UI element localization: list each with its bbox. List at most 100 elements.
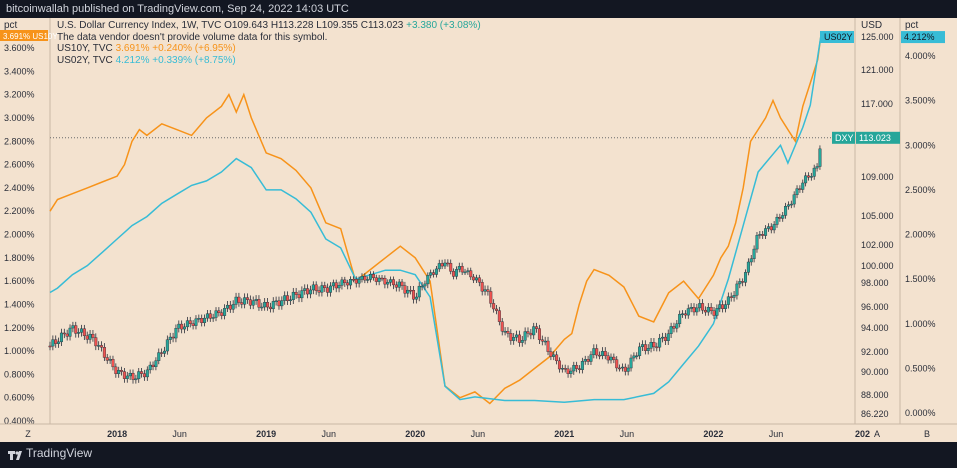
dxy-candle: [111, 358, 115, 368]
dxy-candle: [131, 372, 135, 380]
time-tick-label: Jun: [322, 429, 337, 439]
usd-tick-label: 88.000: [861, 390, 889, 400]
dxy-candle: [457, 266, 461, 270]
dxy-candle: [695, 307, 699, 313]
dxy-candle: [738, 281, 742, 285]
dxy-candle: [434, 268, 438, 275]
dxy-candle: [214, 310, 218, 318]
dxy-candle: [798, 188, 802, 190]
dxy-candle: [171, 336, 175, 339]
chart-svg[interactable]: pct 3.600% 3.400% 3.200% 3.000% 2.800% 2.600% 2…: [0, 18, 957, 442]
dxy-candle: [225, 304, 229, 309]
dxy-candle: [142, 373, 146, 378]
dxy-candle: [340, 279, 344, 286]
dxy-candle: [140, 371, 144, 374]
dxy-candle: [57, 341, 61, 344]
dxy-candle: [629, 357, 633, 369]
dxy-candle: [469, 270, 473, 278]
dxy-candle: [274, 300, 278, 303]
dxy-candle: [618, 367, 622, 370]
left-tick-label: 1.400%: [4, 299, 35, 309]
usd-tick-label: 90.000: [861, 367, 889, 377]
dxy-candle: [689, 307, 693, 309]
dxy-candle: [529, 332, 533, 336]
dxy-candle: [623, 366, 627, 372]
series-line-us02y[interactable]: [49, 36, 822, 404]
usd-axis-title: USD: [861, 20, 882, 31]
legend-dxy-close: C113.023: [360, 20, 404, 31]
dxy-candle: [108, 358, 112, 361]
dxy-candle: [600, 351, 604, 356]
dxy-candle: [228, 304, 232, 310]
usd-tick-label: 94.000: [861, 323, 889, 333]
dxy-candle: [489, 291, 493, 304]
time-tick-label: Jun: [620, 429, 635, 439]
usd-tick-label: 117.000: [861, 99, 893, 109]
dxy-candle: [764, 228, 768, 236]
dxy-candle: [414, 296, 418, 300]
dxy-candle: [589, 354, 593, 362]
dxy-candle: [681, 313, 685, 315]
dxy-candle: [569, 370, 573, 374]
dxy-candle: [723, 304, 727, 309]
dxy-candle: [766, 226, 770, 229]
dxy-candle: [174, 328, 178, 339]
us02y-usd-tag-text: US02Y: [824, 32, 853, 42]
dxy-candle: [323, 285, 327, 288]
left-tick-label: 2.200%: [4, 206, 35, 216]
dxy-candle: [460, 266, 464, 273]
us02y-right-tag-text: 4.212%: [904, 32, 935, 42]
dxy-candle: [234, 296, 238, 305]
dxy-candle: [374, 277, 378, 282]
dxy-candle: [640, 344, 644, 348]
dxy-candle: [778, 216, 782, 219]
dxy-candle: [168, 336, 172, 340]
chart-frame: pct 3.600% 3.400% 3.200% 3.000% 2.800% 2.600% 2…: [0, 18, 957, 442]
dxy-candle: [517, 334, 521, 343]
dxy-candle: [675, 323, 679, 329]
series-line-us10y[interactable]: [49, 37, 822, 405]
left-tick-label: 0.600%: [4, 393, 35, 403]
dxy-candle: [260, 306, 264, 309]
dxy-candle: [82, 328, 86, 337]
legend-us02y-label: US02Y, TVC: [57, 54, 113, 66]
dxy-candle: [486, 289, 490, 292]
dxy-candle: [328, 285, 332, 293]
dxy-candle: [526, 331, 530, 334]
dxy-candle: [417, 285, 421, 298]
dxy-candle: [331, 282, 335, 287]
dxy-candle: [54, 339, 58, 344]
dxy-candle: [643, 344, 647, 351]
legend-us10y: US10Y, TVC 3.691% +0.240% (+6.95%): [57, 43, 481, 55]
legend-us10y-value: 3.691%: [115, 43, 150, 54]
us10y-left-tag-text: 3.691% US10Y: [3, 32, 58, 41]
dxy-candle: [426, 275, 430, 285]
dxy-candle: [360, 275, 364, 280]
usd-tick-label: 121.000: [861, 65, 894, 75]
publish-info: bitcoinwallah published on TradingView.c…: [6, 3, 349, 15]
dxy-candle: [409, 289, 413, 292]
dxy-candle: [603, 351, 607, 356]
dxy-candle: [495, 308, 499, 311]
dxy-candle: [583, 359, 587, 362]
dxy-candle: [180, 323, 184, 330]
usd-tick-label: 100.000: [861, 261, 894, 271]
dxy-candle: [615, 359, 619, 369]
dxy-candle: [197, 318, 201, 320]
legend-us02y: US02Y, TVC 4.212% +0.339% (+8.75%): [57, 55, 481, 67]
usd-tick-label: 125.000: [861, 32, 894, 42]
dxy-candle: [291, 291, 295, 301]
dxy-candle: [592, 348, 596, 355]
bottom-b-button: B: [924, 429, 930, 439]
dxy-candle: [718, 304, 722, 309]
footer-brand[interactable]: TradingView: [26, 446, 93, 460]
dxy-candle: [294, 291, 298, 295]
dxy-candle: [79, 328, 83, 333]
dxy-candle: [721, 304, 725, 309]
time-tick-label: 2021: [554, 429, 574, 439]
dxy-candle: [744, 272, 748, 283]
dxy-candle: [354, 279, 358, 284]
right-axis-title: pct: [905, 20, 919, 31]
dxy-candle: [595, 348, 599, 356]
dxy-candle: [732, 295, 736, 298]
